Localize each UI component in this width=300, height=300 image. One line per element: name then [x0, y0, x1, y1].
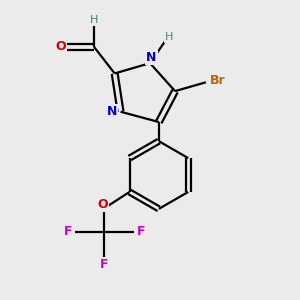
Text: F: F: [63, 225, 72, 238]
Text: N: N: [106, 105, 117, 118]
Text: N: N: [146, 51, 157, 64]
Text: F: F: [100, 258, 109, 271]
Text: H: H: [165, 32, 173, 42]
Text: F: F: [137, 225, 146, 238]
Text: H: H: [90, 15, 98, 26]
Text: Br: Br: [210, 74, 226, 87]
Text: O: O: [55, 40, 65, 53]
Text: O: O: [98, 198, 108, 211]
